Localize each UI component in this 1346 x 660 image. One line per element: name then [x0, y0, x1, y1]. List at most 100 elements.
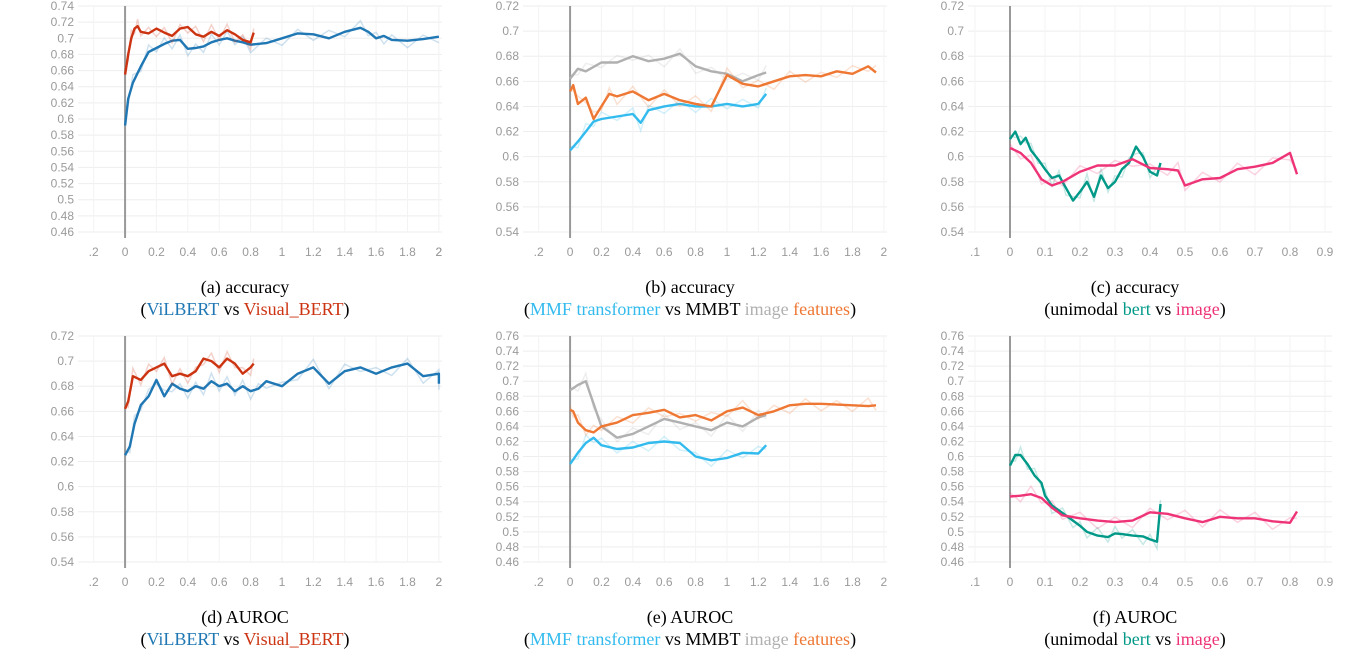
series-line-0	[124, 362, 441, 456]
x-tick-label: .2	[534, 245, 544, 259]
y-tick-label: 0.54	[496, 225, 520, 239]
y-tick-label: 0.56	[51, 530, 75, 544]
x-tick-label: 0.6	[656, 245, 673, 259]
series-line-2	[569, 65, 877, 121]
y-tick-label: 0.6	[502, 150, 519, 164]
x-tick-label: .2	[534, 575, 544, 589]
x-tick-label: 1.6	[813, 575, 830, 589]
x-tick-label: 0.4	[179, 575, 196, 589]
x-tick-label: 0.3	[1107, 575, 1124, 589]
y-tick-label: 0.7	[502, 24, 519, 38]
y-tick-label: 0.5	[57, 193, 74, 207]
chart-panel-c: 0.72 0.7 0.68 0.66 0.64 0.62 0.6 0.58 0.56 0.54 .1…	[930, 0, 1340, 330]
x-tick-label: 0.8	[1282, 575, 1299, 589]
chart-caption-a: (a) accuracy	[200, 277, 290, 297]
chart-svg-e: 0.760.740.720.70.680.660.640.620.60.580.…	[496, 330, 888, 589]
y-tick-label: 0.62	[51, 455, 75, 469]
y-tick-label: 0.48	[941, 540, 965, 554]
x-tick-label: 2	[436, 575, 443, 589]
subtitle-part: (unimodal	[1044, 299, 1123, 319]
chart-svg-f: 0.760.740.720.70.680.660.640.620.60.580.…	[941, 330, 1334, 589]
x-tick-label: 1.2	[750, 575, 767, 589]
subtitle-part: (	[140, 299, 147, 319]
x-tick-label: 0.4	[1142, 245, 1159, 259]
y-tick-label: 0.58	[51, 505, 75, 519]
y-tick-label: 0.68	[941, 389, 965, 403]
y-tick-label: 0.72	[941, 359, 965, 373]
y-tick-label: 0.62	[496, 434, 520, 448]
y-tick-label: 0.72	[496, 0, 520, 13]
series-line-0	[1009, 130, 1162, 202]
y-tick-label: 0.66	[496, 74, 520, 88]
chart-caption-e: (e) AUROC	[646, 607, 734, 627]
subtitle-part: )	[1219, 299, 1226, 319]
series-line-1	[1009, 146, 1299, 187]
x-tick-label: .2	[89, 575, 99, 589]
y-tick-label: 0.6	[57, 112, 74, 126]
x-tick-label: 1.4	[781, 245, 798, 259]
y-tick-label: 0.58	[496, 465, 520, 479]
subtitle-part: bert	[1122, 299, 1151, 319]
y-tick-label: 0.64	[51, 429, 75, 443]
y-tick-label: 0.66	[941, 404, 965, 418]
subtitle-part: Visual_BERT	[243, 629, 344, 649]
y-tick-label: 0.56	[496, 480, 520, 494]
x-tick-label: 1.6	[368, 575, 385, 589]
x-tick-label: 1.2	[305, 575, 322, 589]
chart-caption-d: (d) AUROC	[201, 607, 289, 627]
x-tick-label: 0	[567, 575, 574, 589]
x-tick-label: 2	[436, 245, 443, 259]
chart-panel-f: 0.76 0.74 0.72 0.7 0.68 0.66 0.64 0.62 0.6 0.58 0.…	[930, 330, 1340, 660]
x-tick-label: 1.4	[336, 245, 353, 259]
y-tick-label: 0.7	[57, 354, 74, 368]
x-tick-label: 0.8	[242, 245, 259, 259]
x-tick-label: 1.6	[368, 245, 385, 259]
series-line-0	[569, 436, 768, 465]
x-tick-label: 2	[436, 575, 443, 589]
subtitle-part: MMBT	[685, 299, 741, 319]
y-tick-label: 0.48	[496, 540, 520, 554]
x-tick-label: 0.4	[624, 575, 641, 589]
series-raw-trace-1	[570, 47, 767, 82]
subtitle-part: (	[140, 629, 147, 649]
series-line-0	[123, 26, 440, 126]
series-line-1	[569, 380, 767, 439]
x-tick-label: 1.8	[399, 245, 416, 259]
x-tick-label: 0.8	[242, 575, 259, 589]
series-raw-trace-0	[1009, 444, 1162, 552]
x-tick-label: 0	[567, 245, 574, 259]
x-tick-label: 0.6	[656, 575, 673, 589]
y-tick-label: 0.58	[941, 175, 965, 189]
y-tick-label: 0.68	[496, 49, 520, 63]
y-tick-label: 0.62	[941, 125, 965, 139]
chart-svg-c: 0.72 0.7 0.68 0.66 0.64 0.62 0.6 0.58 0.56 0.54 .1…	[941, 0, 1334, 259]
y-tick-label: 0.6	[947, 450, 964, 464]
x-tick-label: 0.1	[1037, 245, 1054, 259]
x-tick-label: 0.7	[1247, 245, 1264, 259]
y-tick-label: 0.5	[502, 525, 519, 539]
x-tick-label: 0.8	[1282, 245, 1299, 259]
x-tick-label: 0.4	[179, 245, 196, 259]
x-tick-label: 1	[279, 245, 286, 259]
x-tick-label: 0.8	[687, 245, 704, 259]
y-tick-label: 0.54	[51, 555, 75, 569]
y-tick-label: 0.46	[496, 555, 520, 569]
chart-subtitle-c: (unimodal bert vs image)	[930, 298, 1340, 320]
subtitle-part: (unimodal	[1044, 629, 1123, 649]
subtitle-part: MMF transformer	[529, 629, 661, 649]
y-tick-label: 0.68	[51, 47, 75, 61]
chart-svg-a: 0.740.720.70.680.660.640.620.60.580.560.…	[51, 0, 443, 259]
y-tick-label: 0.56	[941, 480, 965, 494]
subtitle-part: ViLBERT	[146, 299, 219, 319]
x-tick-label: 2	[436, 245, 443, 259]
y-tick-label: 0.64	[941, 99, 965, 113]
y-tick-label: 0.72	[941, 0, 965, 13]
y-tick-label: 0.64	[496, 99, 520, 113]
y-tick-label: 0.46	[941, 555, 965, 569]
x-tick-label: 2	[881, 575, 888, 589]
chart-caption-c: (c) accuracy	[1090, 277, 1180, 297]
y-tick-label: 0.54	[941, 225, 965, 239]
y-tick-label: 0.56	[51, 144, 75, 158]
y-tick-label: 0.74	[51, 0, 75, 13]
y-tick-label: 0.66	[941, 74, 965, 88]
